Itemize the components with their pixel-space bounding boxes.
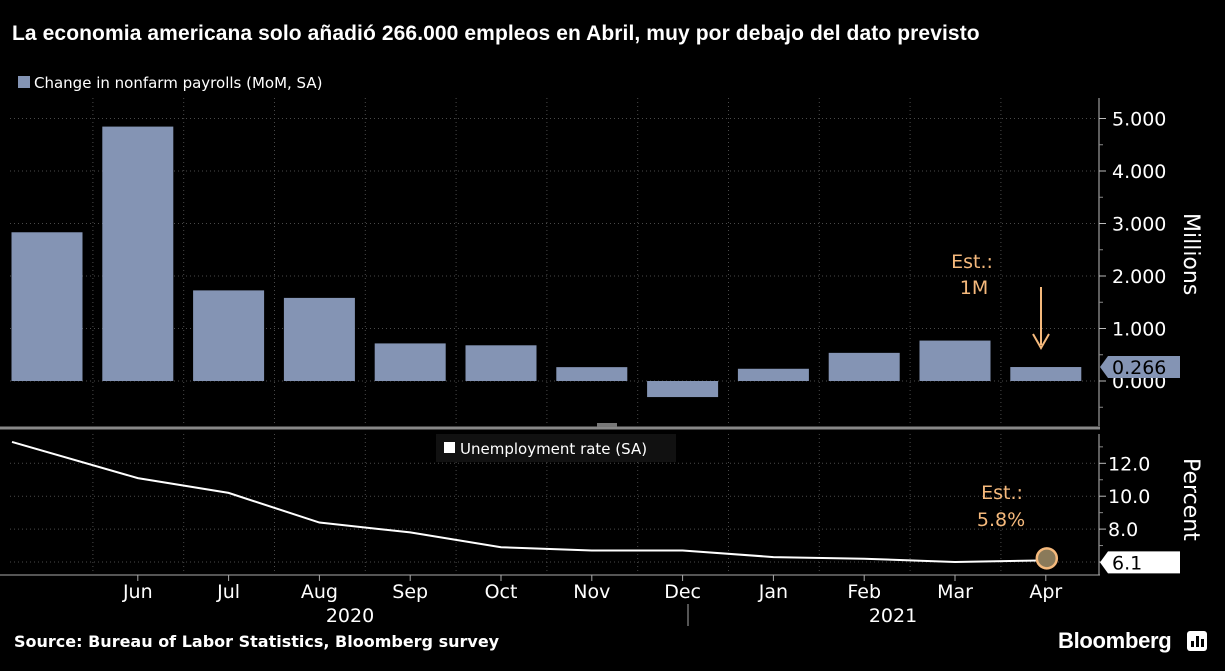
year-label-2021: 2021 (869, 605, 917, 627)
top-y-tick-label: 1.000 (1112, 319, 1166, 341)
x-tick-label: Jul (216, 581, 240, 603)
payroll-bar-apr (1010, 367, 1082, 381)
top-last-value-label: 0.266 (1112, 357, 1166, 379)
source-note: Source: Bureau of Labor Statistics, Bloo… (14, 632, 500, 651)
top-y-tick-label: 3.000 (1112, 214, 1166, 236)
payroll-bar-oct (465, 345, 537, 381)
bloomberg-chart-icon (1187, 631, 1207, 651)
x-tick-label: Jan (758, 581, 788, 603)
x-tick-label: Apr (1029, 581, 1062, 603)
bottom-y-tick-label: 8.0 (1108, 519, 1138, 541)
x-tick-label: Mar (937, 581, 973, 603)
payroll-estimate-label: Est.: (951, 251, 993, 273)
payroll-bar-jul (193, 290, 265, 381)
unemployment-legend-box (436, 434, 676, 462)
bottom-y-tick-label: 12.0 (1108, 453, 1150, 475)
unemployment-line (11, 440, 1046, 564)
bottom-last-value-label: 6.1 (1112, 552, 1142, 574)
top-last-value-tag (1100, 356, 1180, 379)
payroll-bar-feb (828, 352, 900, 381)
top-y-axis-label: Millions (1178, 213, 1203, 295)
bottom-y-axis-label: Percent (1178, 458, 1203, 541)
panel-resize-handle (597, 423, 617, 427)
payroll-bar-mar (919, 340, 991, 381)
payroll-bar-jun (102, 126, 174, 382)
unemployment-estimate-value: 5.8% (977, 509, 1025, 531)
payroll-estimate-value: 1M (960, 277, 988, 299)
payroll-legend-swatch (18, 76, 30, 88)
top-y-tick-label: 4.000 (1112, 161, 1166, 183)
unemployment-estimate-label: Est.: (981, 482, 1023, 504)
unemployment-legend-label: Unemployment rate (SA) (460, 440, 647, 458)
x-tick-label: Feb (847, 581, 881, 603)
estimate-arrow-head (1032, 333, 1050, 351)
payroll-bar-sep (374, 343, 446, 381)
x-tick-label: Oct (485, 581, 518, 603)
year-label-2020: 2020 (326, 605, 374, 627)
x-tick-label: Dec (664, 581, 701, 603)
bloomberg-logo: Bloomberg (1058, 628, 1172, 653)
x-tick-label: Nov (573, 581, 610, 603)
top-y-tick-label: 2.000 (1112, 266, 1166, 288)
x-tick-label: Aug (301, 581, 338, 603)
payroll-bar-aug (283, 297, 355, 381)
unemployment-last-point-marker (1035, 547, 1059, 570)
chart-title: La economia americana solo añadió 266.00… (12, 22, 980, 45)
payroll-bar-may (11, 232, 83, 381)
x-tick-label: Sep (392, 581, 428, 603)
payroll-bar-nov (556, 367, 628, 381)
top-y-tick-label: 5.000 (1112, 109, 1166, 131)
payroll-bar-dec (647, 381, 719, 398)
unemployment-legend-swatch (444, 442, 455, 453)
bottom-last-value-tag (1100, 551, 1180, 574)
x-tick-label: Jun (122, 581, 153, 603)
payroll-bar-jan (737, 368, 809, 381)
bottom-y-tick-label: 10.0 (1108, 486, 1150, 508)
payroll-legend-label: Change in nonfarm payrolls (MoM, SA) (34, 74, 322, 92)
